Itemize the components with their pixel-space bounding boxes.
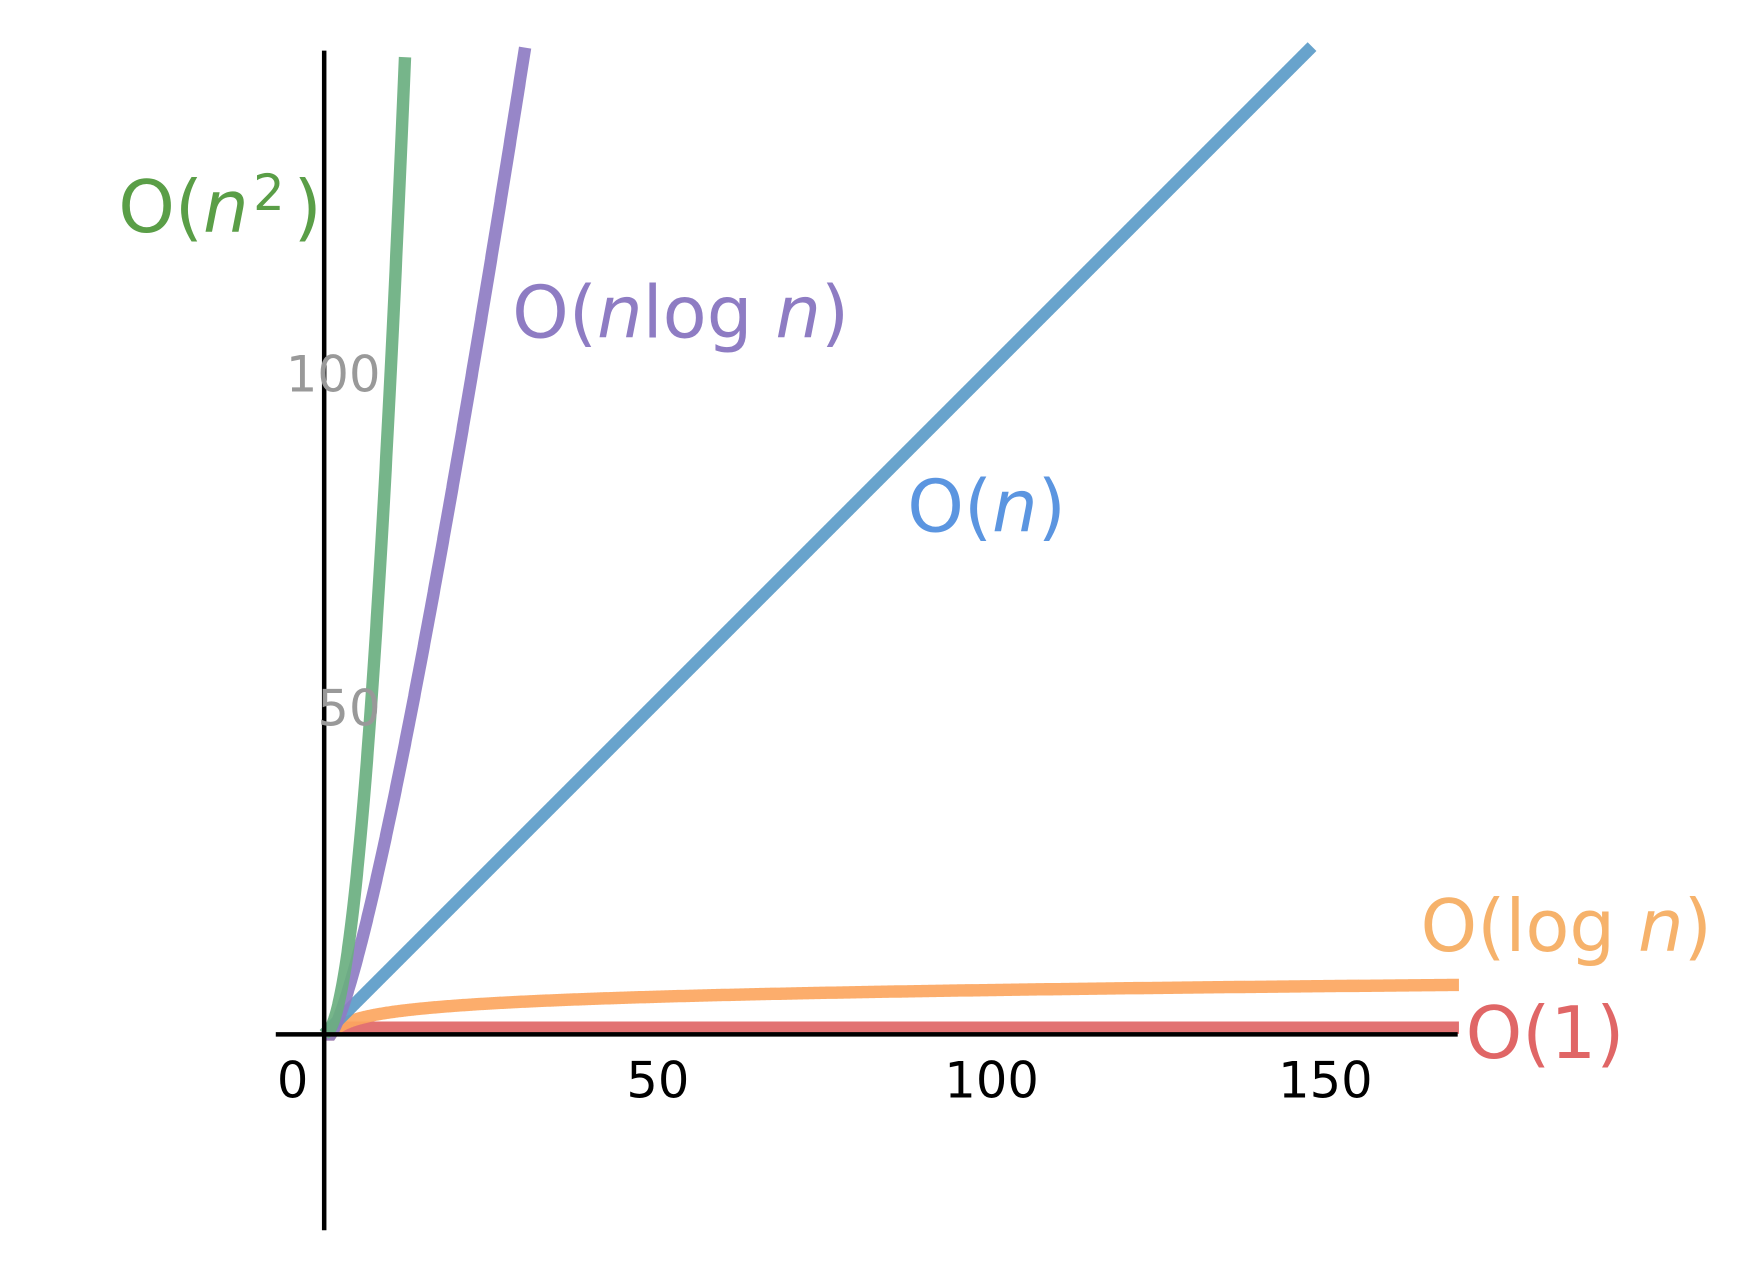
series-labels: O(1) O(log n) O(n) O(nlog n) O(n 2) [118,163,1712,1075]
series-label-2: O(n) [907,464,1066,548]
tick-labels: 0 50 100 150 50 100 [277,346,1373,1110]
series-label-3: O(nlog n) [512,271,849,355]
x-tick-label: 50 [626,1051,689,1109]
series-line-0 [319,1021,1459,1039]
series-line-1 [324,978,1459,1041]
x-tick-label: 150 [1278,1051,1373,1109]
series-line-4 [319,56,412,1039]
series-line-2 [319,42,1317,1039]
series-label-0: O(1) [1466,991,1625,1075]
curves [319,42,1459,1041]
y-tick-label: 100 [286,346,381,404]
series-label-4: O(n 2) [118,163,322,248]
series-label-1: O(log n) [1421,884,1712,968]
x-tick-label: 100 [944,1051,1039,1109]
y-tick-label: 50 [317,679,380,737]
x-tick-label: 0 [277,1051,309,1109]
series-line-3 [324,46,532,1041]
